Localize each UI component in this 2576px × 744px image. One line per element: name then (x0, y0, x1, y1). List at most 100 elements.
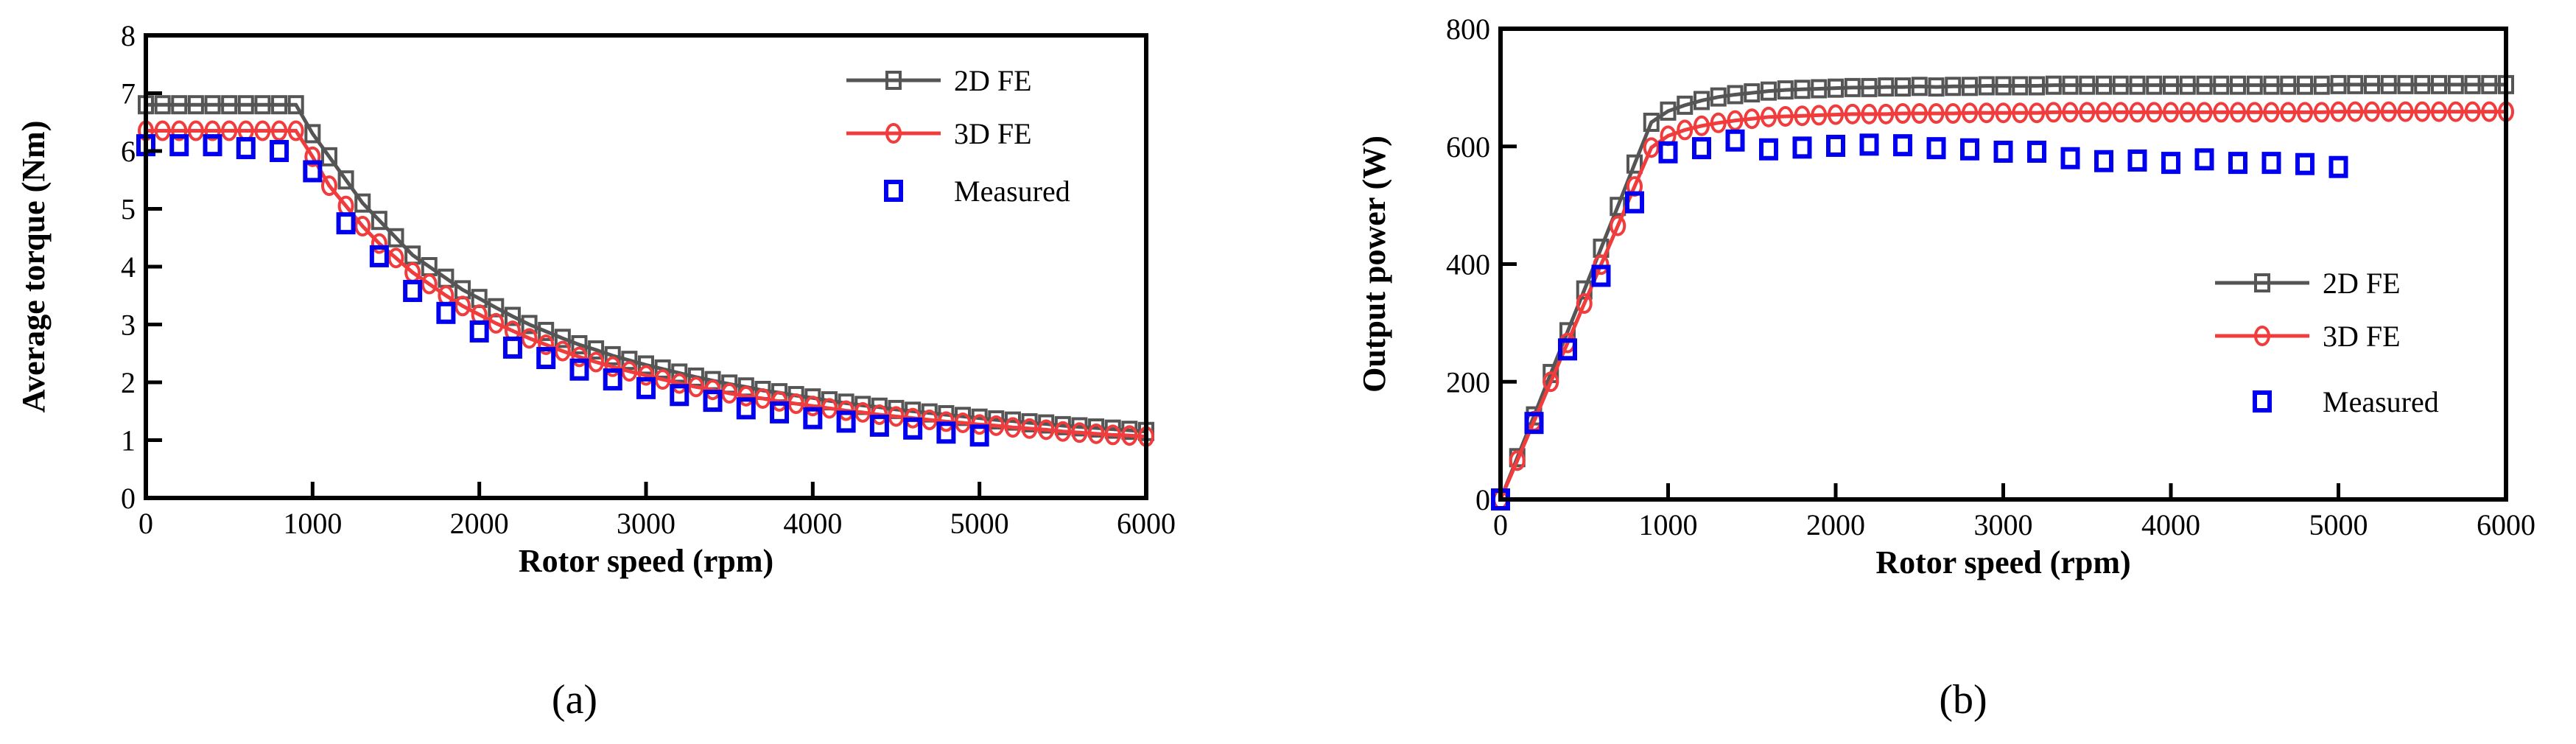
data-point (1643, 113, 1660, 133)
data-point (1692, 137, 1711, 160)
data-point (654, 359, 671, 379)
data-point (2431, 74, 2447, 94)
data-point (2380, 74, 2397, 94)
data-point (2163, 75, 2179, 95)
data-point (538, 321, 555, 341)
data-point (2414, 74, 2431, 94)
data-point (2146, 102, 2163, 123)
legend-item: 3D FE (846, 117, 1032, 150)
data-point (2481, 101, 2498, 122)
chart-b-plot-frame (1498, 27, 2508, 502)
y-tick-label: 2 (121, 366, 136, 399)
data-point (1509, 450, 1526, 471)
data-point (754, 387, 771, 409)
data-point (369, 245, 389, 267)
data-point (1861, 77, 1878, 97)
data-point (354, 216, 371, 237)
legend-label: 2D FE (2323, 267, 2401, 300)
data-point (187, 95, 204, 115)
x-tick-label: 3000 (1974, 508, 2033, 541)
data-point (2127, 149, 2147, 172)
data-point (2012, 102, 2029, 124)
data-point (2146, 75, 2163, 95)
data-point (1744, 108, 1761, 130)
data-point (2261, 152, 2281, 175)
data-point (2045, 75, 2062, 95)
data-point (371, 233, 387, 254)
data-point (1811, 79, 1828, 99)
x-tick-label: 6000 (1117, 507, 1176, 540)
data-point (2079, 102, 2096, 123)
data-point (1710, 87, 1727, 107)
legend-marker (2253, 390, 2272, 413)
x-tick-label: 2000 (450, 507, 509, 540)
data-point (2347, 74, 2364, 94)
data-point (2313, 75, 2330, 95)
data-point (1993, 140, 2013, 163)
data-point (1071, 422, 1088, 443)
data-point (921, 410, 938, 431)
data-point (271, 120, 288, 141)
data-point (2364, 101, 2380, 122)
data-point (638, 355, 654, 375)
data-point (2129, 102, 2146, 123)
data-point (1811, 105, 1828, 126)
data-point (1826, 134, 1845, 157)
data-point (1727, 110, 1744, 131)
data-point (2464, 101, 2481, 122)
data-point (2431, 101, 2447, 122)
data-point (304, 146, 321, 167)
data-point (636, 376, 656, 399)
data-point (521, 315, 538, 334)
data-point (169, 134, 189, 157)
data-point (1962, 102, 1978, 124)
legend-marker (884, 180, 903, 202)
data-point (1878, 77, 1895, 97)
x-tick-label: 0 (138, 507, 153, 540)
data-point (1088, 423, 1105, 444)
data-point (2194, 148, 2214, 171)
data-point (2060, 147, 2080, 169)
x-tick-label: 2000 (1806, 508, 1865, 541)
data-point (736, 397, 756, 420)
data-point (403, 279, 423, 302)
data-point (1658, 141, 1678, 164)
data-point (304, 124, 321, 144)
data-point (2328, 155, 2348, 178)
data-point (1794, 105, 1811, 127)
data-point (1677, 95, 1694, 115)
data-point (2029, 102, 2045, 124)
data-point (1610, 215, 1626, 236)
data-point (1828, 78, 1844, 98)
legend-item: Measured (884, 175, 1070, 208)
data-point (254, 95, 271, 115)
legend-label: Measured (954, 175, 1070, 208)
data-point (787, 393, 804, 415)
data-point (2330, 101, 2347, 122)
data-point (421, 273, 438, 295)
y-tick-label: 400 (1446, 248, 1490, 281)
data-point (1895, 103, 1911, 124)
data-point (2012, 76, 2029, 96)
data-point (554, 329, 571, 348)
legend-marker (2254, 326, 2270, 346)
data-point (2347, 101, 2364, 122)
data-point (638, 365, 654, 386)
data-point (221, 120, 238, 141)
data-point (2179, 102, 2196, 123)
data-point (1725, 129, 1745, 152)
data-point (804, 396, 821, 417)
data-point (237, 95, 254, 115)
data-point (571, 334, 588, 354)
data-point (2096, 75, 2112, 95)
y-tick-label: 4 (121, 250, 136, 284)
data-point (1893, 134, 1912, 157)
data-point (2263, 102, 2280, 123)
data-point (2447, 74, 2464, 94)
legend-marker (2254, 273, 2270, 292)
data-point (671, 363, 688, 383)
data-point (588, 340, 605, 360)
chart-a-panel-label: (a) (552, 677, 597, 723)
data-point (187, 120, 204, 141)
